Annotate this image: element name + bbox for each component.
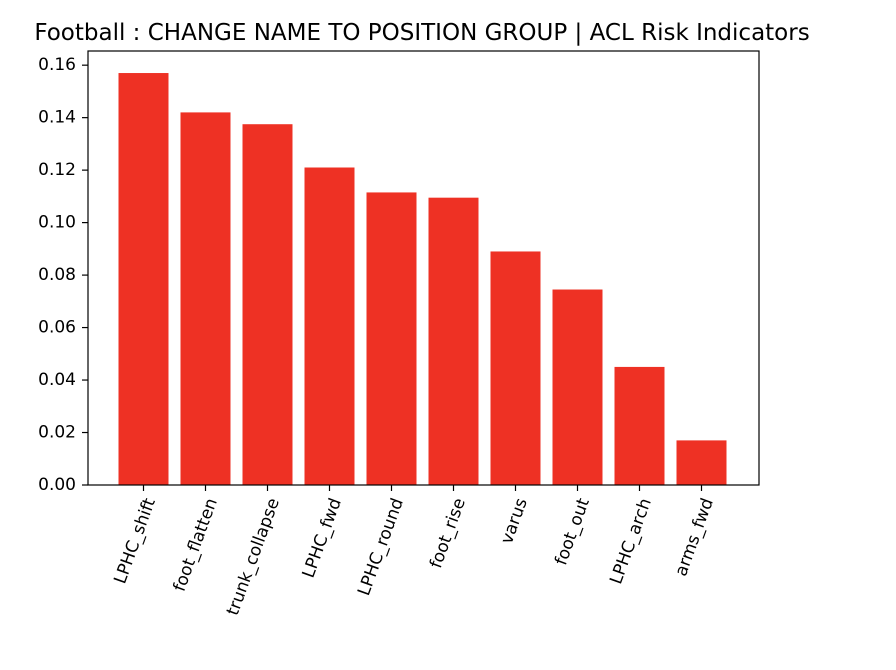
- y-tick-label: 0.14: [38, 108, 76, 128]
- y-tick-label: 0.16: [38, 55, 76, 75]
- x-tick-label: foot_out: [551, 495, 594, 568]
- x-tick-label: LPHC_round: [354, 496, 408, 599]
- bar-foot_out: [552, 289, 603, 485]
- bar-LPHC_shift: [118, 73, 169, 485]
- y-tick-label: 0.08: [38, 265, 76, 285]
- bar-varus: [490, 251, 541, 485]
- x-tick-label: arms_fwd: [671, 496, 718, 579]
- y-tick-label: 0.10: [38, 213, 76, 233]
- x-tick-label: LPHC_shift: [110, 495, 160, 586]
- y-tick-label: 0.02: [38, 423, 76, 443]
- x-tick-label: foot_flatten: [170, 496, 222, 595]
- x-axis: LPHC_shift foot_flatten trunk_collapse LPHC…: [110, 485, 718, 619]
- x-tick-label: LPHC_fwd: [299, 496, 346, 581]
- bar-LPHC_round: [366, 192, 417, 485]
- chart-title: Football : CHANGE NAME TO POSITION GROUP…: [34, 20, 809, 46]
- y-tick-label: 0.04: [38, 370, 76, 390]
- bars-group: [118, 73, 727, 486]
- bar-LPHC_arch: [614, 366, 665, 485]
- bar-foot_flatten: [180, 112, 231, 486]
- bar-foot_rise: [428, 197, 479, 485]
- x-tick-label: LPHC_arch: [606, 496, 656, 587]
- bar-arms_fwd: [676, 440, 727, 485]
- bar-trunk_collapse: [242, 124, 293, 486]
- x-tick-label: foot_rise: [426, 496, 470, 571]
- y-axis: 0.00 0.02 0.04 0.06 0.08 0.10 0.12 0.14 0.16: [38, 55, 88, 495]
- x-tick-label: trunk_collapse: [223, 496, 284, 619]
- y-tick-label: 0.12: [38, 160, 76, 180]
- y-tick-label: 0.06: [38, 318, 76, 338]
- y-tick-label: 0.00: [38, 475, 76, 495]
- bar-LPHC_fwd: [304, 167, 355, 485]
- plot-frame: [87, 50, 760, 486]
- x-tick-label: varus: [497, 495, 532, 546]
